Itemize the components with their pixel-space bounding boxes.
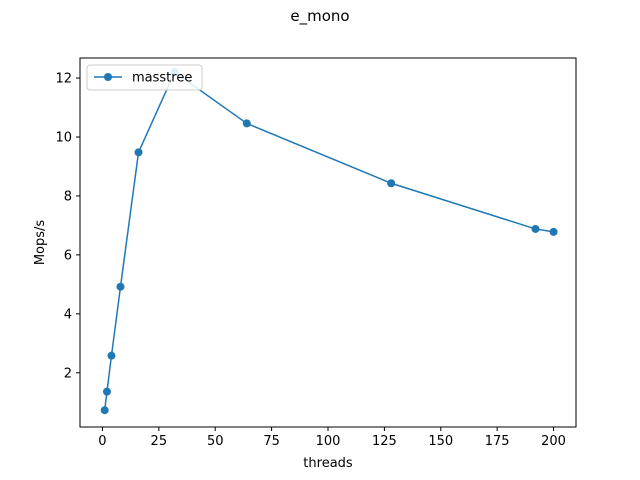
x-tick-label-4: 100 bbox=[316, 434, 341, 449]
series-line-0 bbox=[103, 71, 554, 411]
x-tick-label-3: 75 bbox=[263, 434, 280, 449]
legend: masstree bbox=[86, 64, 203, 91]
data-point-0-3 bbox=[116, 282, 125, 291]
chart-title: e_mono bbox=[290, 7, 349, 26]
data-point-0-1 bbox=[102, 387, 111, 396]
y-axis-label: Mops/s bbox=[33, 220, 48, 266]
x-tick-label-8: 200 bbox=[541, 434, 566, 449]
y-tick-label-0: 2 bbox=[64, 366, 72, 381]
x-tick-label-1: 25 bbox=[151, 434, 168, 449]
data-point-0-8 bbox=[531, 224, 540, 233]
data-point-0-4 bbox=[134, 148, 143, 157]
x-tick-label-7: 175 bbox=[485, 434, 510, 449]
data-point-0-0 bbox=[100, 406, 109, 415]
legend-label: masstree bbox=[132, 71, 192, 86]
y-tick-label-2: 6 bbox=[64, 248, 72, 263]
x-tick-label-0: 0 bbox=[98, 434, 106, 449]
y-tick-label-3: 8 bbox=[64, 189, 72, 204]
legend-marker bbox=[104, 73, 112, 81]
y-tick-label-4: 10 bbox=[55, 130, 72, 145]
y-tick-label-1: 4 bbox=[64, 307, 72, 322]
data-point-0-6 bbox=[242, 119, 251, 128]
y-tick-label-5: 12 bbox=[55, 72, 72, 87]
data-point-0-7 bbox=[387, 179, 396, 188]
x-tick-label-6: 150 bbox=[428, 434, 453, 449]
x-tick-label-2: 50 bbox=[207, 434, 224, 449]
x-axis-label: threads bbox=[303, 456, 353, 471]
x-tick-label-5: 125 bbox=[372, 434, 397, 449]
data-point-0-9 bbox=[549, 227, 558, 236]
legend-box bbox=[86, 64, 203, 91]
data-point-0-2 bbox=[107, 351, 116, 360]
